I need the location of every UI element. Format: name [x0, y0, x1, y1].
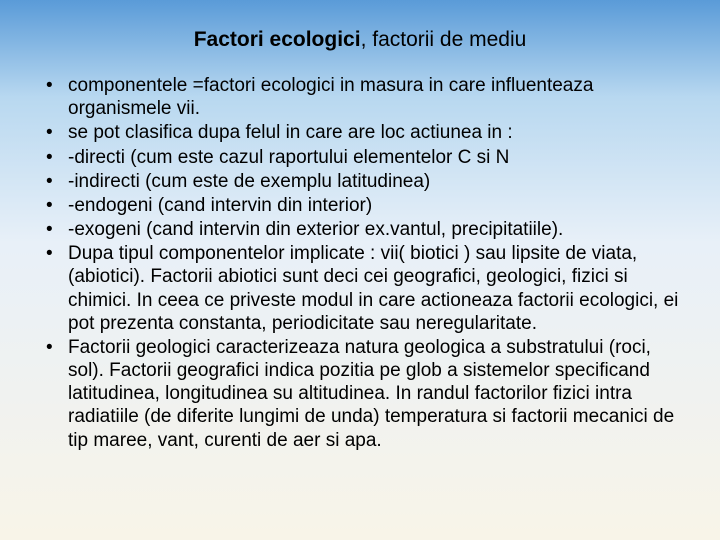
bullet-item: Factorii geologici caracterizeaza natura… — [38, 336, 682, 452]
slide-container: Factori ecologici, factorii de mediu com… — [0, 0, 720, 540]
title-normal: , factorii de mediu — [361, 28, 527, 51]
bullet-item: Dupa tipul componentelor implicate : vii… — [38, 242, 682, 335]
bullet-item: -exogeni (cand intervin din exterior ex.… — [38, 218, 682, 241]
bullet-item: componentele =factori ecologici in masur… — [38, 74, 682, 120]
bullet-item: -directi (cum este cazul raportului elem… — [38, 146, 682, 169]
title-bold: Factori ecologici — [194, 28, 361, 51]
bullet-item: -indirecti (cum este de exemplu latitudi… — [38, 170, 682, 193]
slide-title: Factori ecologici, factorii de mediu — [38, 28, 682, 52]
bullet-item: se pot clasifica dupa felul in care are … — [38, 121, 682, 144]
bullet-list: componentele =factori ecologici in masur… — [38, 74, 682, 452]
bullet-item: -endogeni (cand intervin din interior) — [38, 194, 682, 217]
